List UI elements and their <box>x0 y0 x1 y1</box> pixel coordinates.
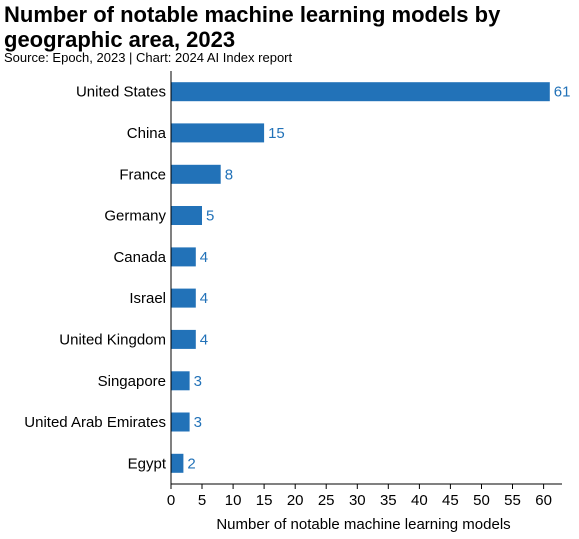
data-label: 3 <box>194 414 202 431</box>
category-label: Egypt <box>128 455 167 472</box>
bar <box>171 412 190 432</box>
category-label: Singapore <box>98 373 166 390</box>
data-label: 4 <box>200 290 208 307</box>
x-tick-label: 60 <box>535 492 552 509</box>
data-label: 4 <box>200 331 208 348</box>
category-label: Germany <box>104 208 166 225</box>
category-label: United States <box>76 84 166 101</box>
chart-title: Number of notable machine learning model… <box>4 2 501 52</box>
category-label: France <box>119 166 166 183</box>
bar <box>171 453 184 473</box>
x-tick-label: 35 <box>380 492 397 509</box>
x-tick-label: 30 <box>349 492 366 509</box>
data-label: 2 <box>187 455 195 472</box>
data-label: 61 <box>554 84 571 101</box>
x-tick-label: 50 <box>473 492 490 509</box>
data-label: 4 <box>200 249 208 266</box>
x-axis-title: Number of notable machine learning model… <box>216 516 510 533</box>
x-tick-label: 55 <box>504 492 521 509</box>
category-label: Israel <box>129 290 166 307</box>
bar <box>171 164 221 184</box>
bar <box>171 247 196 267</box>
category-label: United Arab Emirates <box>24 414 166 431</box>
x-tick-label: 45 <box>442 492 459 509</box>
data-label: 15 <box>268 125 285 142</box>
x-tick-label: 15 <box>256 492 273 509</box>
chart-source: Source: Epoch, 2023 | Chart: 2024 AI Ind… <box>4 50 293 65</box>
x-tick-label: 10 <box>225 492 242 509</box>
bar <box>171 82 550 102</box>
bar <box>171 288 196 308</box>
bar <box>171 123 265 143</box>
bar <box>171 371 190 391</box>
bar <box>171 329 196 349</box>
data-label: 8 <box>225 166 233 183</box>
category-label: Canada <box>113 249 166 266</box>
x-tick-label: 20 <box>287 492 304 509</box>
x-tick-label: 40 <box>411 492 428 509</box>
x-tick-label: 0 <box>167 492 175 509</box>
x-tick-label: 25 <box>318 492 335 509</box>
data-label: 5 <box>206 208 214 225</box>
x-tick-label: 5 <box>198 492 206 509</box>
category-label: China <box>127 125 167 142</box>
category-label: United Kingdom <box>59 331 166 348</box>
bar <box>171 206 202 225</box>
data-label: 3 <box>194 373 202 390</box>
